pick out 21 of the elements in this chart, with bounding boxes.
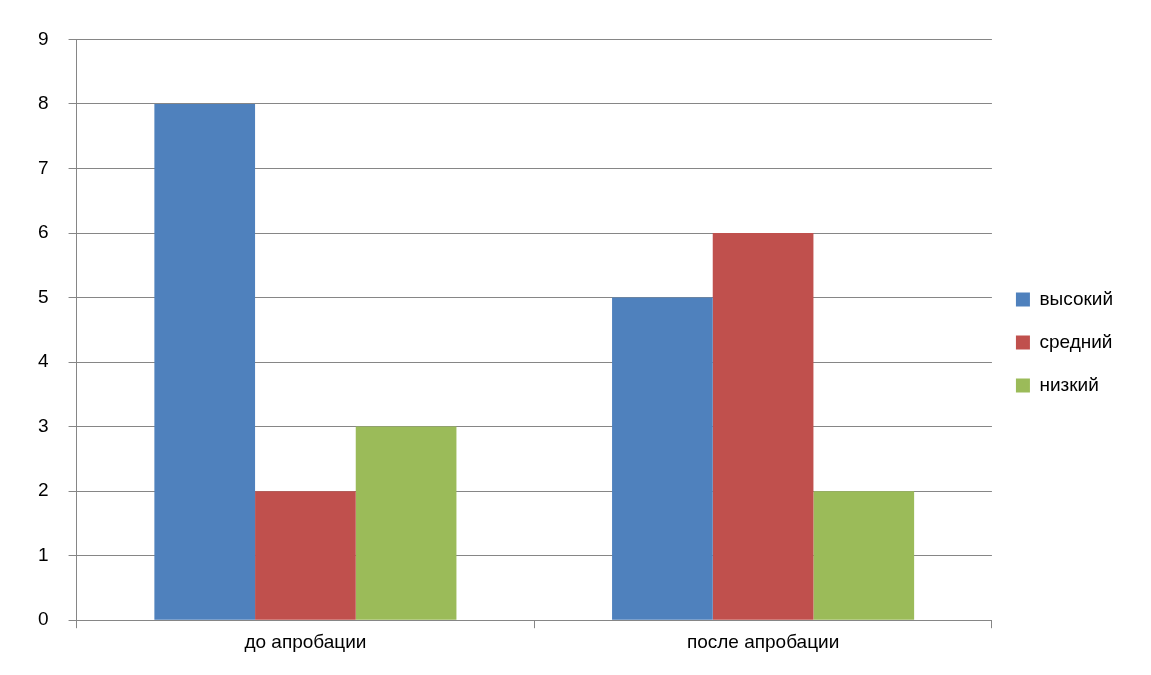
bar [154, 103, 256, 620]
y-tick-label: 5 [37, 285, 49, 307]
y-tick-label: 9 [37, 27, 49, 49]
bar [255, 491, 356, 620]
y-tick-label: 4 [37, 350, 49, 372]
bar [712, 233, 814, 620]
y-tick-label: 3 [37, 414, 49, 436]
legend-label: низкий [1039, 373, 1099, 395]
y-tick-label: 1 [37, 543, 49, 565]
y-tick-label: 7 [37, 156, 49, 178]
y-tick-label: 0 [37, 608, 49, 630]
bar [813, 491, 915, 620]
y-tick-label: 2 [37, 479, 49, 501]
y-tick-label: 6 [37, 221, 49, 243]
x-tick-label: после апробации [686, 630, 840, 652]
legend-label: высокий [1039, 287, 1114, 309]
x-tick-label: до апробации [244, 630, 367, 652]
y-tick-label: 8 [37, 92, 49, 114]
bar [612, 297, 713, 620]
bar [355, 426, 457, 620]
legend-label: средний [1039, 330, 1113, 352]
